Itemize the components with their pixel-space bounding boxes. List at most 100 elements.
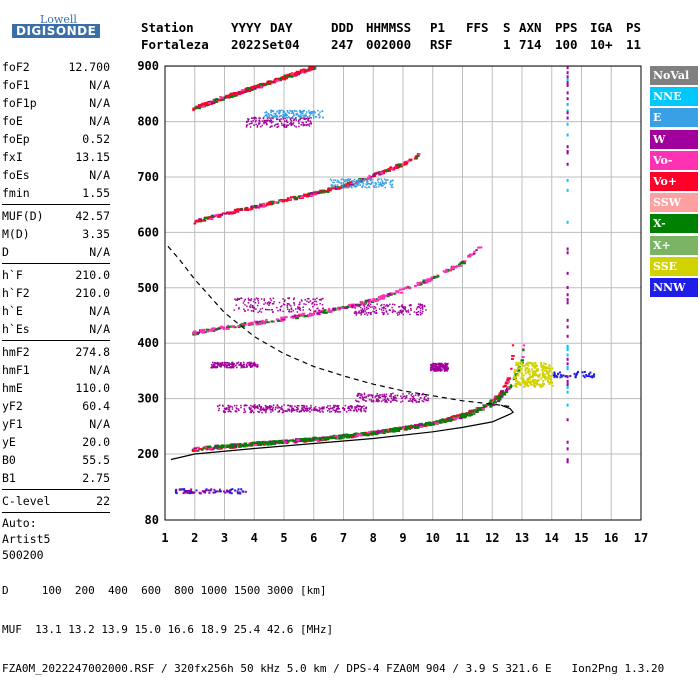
echo-point	[353, 185, 355, 188]
echo-point	[356, 181, 359, 184]
echo-point	[269, 80, 272, 83]
echo-point	[439, 367, 441, 370]
echo-point	[366, 433, 369, 436]
echo-point	[384, 399, 387, 402]
echo-point	[416, 154, 420, 157]
echo-point	[534, 378, 537, 381]
echo-point	[442, 365, 445, 367]
echo-point	[414, 425, 419, 428]
echo-point	[347, 180, 349, 182]
echo-point	[322, 297, 324, 300]
echo-point	[419, 305, 421, 307]
echo-point	[473, 250, 476, 253]
echo-point	[395, 399, 397, 402]
echo-point	[543, 376, 546, 379]
echo-point	[298, 440, 302, 443]
echo-point	[259, 405, 261, 408]
echo-point	[296, 410, 298, 413]
echo-point	[566, 75, 569, 79]
echo-point	[252, 306, 254, 309]
echo-point	[273, 81, 276, 84]
echo-point	[381, 180, 383, 182]
echo-point	[275, 115, 278, 118]
echo-point	[317, 109, 319, 112]
echo-point	[359, 408, 362, 411]
echo-point	[566, 116, 569, 120]
echo-point	[253, 320, 258, 323]
echo-point	[454, 418, 457, 421]
echo-point	[344, 180, 346, 182]
echo-point	[555, 375, 558, 378]
echo-point	[249, 443, 253, 446]
echo-point	[253, 404, 255, 407]
echo-point	[247, 118, 250, 121]
echo-point	[516, 363, 519, 366]
echo-point	[439, 370, 442, 372]
echo-point	[360, 178, 362, 181]
echo-point	[421, 400, 424, 402]
echo-point	[278, 199, 281, 202]
y-tick-label: 200	[137, 447, 159, 461]
echo-point	[296, 407, 299, 409]
echo-point	[201, 105, 206, 108]
echo-point	[241, 325, 246, 328]
echo-point	[321, 408, 324, 410]
echo-point	[226, 362, 229, 364]
echo-point	[542, 362, 545, 365]
echo-point	[430, 365, 433, 367]
echo-point	[377, 394, 380, 397]
echo-point	[360, 394, 362, 397]
echo-point	[253, 362, 256, 365]
echo-point	[319, 439, 322, 442]
echo-point	[494, 397, 498, 400]
echo-point	[430, 368, 432, 371]
echo-point	[229, 443, 233, 446]
ionogram-chart: 1 2 3 4 5 6 7 8 9 10 11 12 13 14 15 16 17802003004005006…	[137, 59, 648, 545]
echo-point	[402, 306, 405, 308]
header-label-6: FFS	[466, 20, 489, 35]
echo-point	[422, 400, 425, 403]
echo-point	[246, 365, 249, 368]
echo-point	[208, 491, 211, 494]
echo-point	[445, 268, 448, 271]
echo-point	[312, 110, 315, 113]
header-label-8: AXN	[519, 20, 542, 35]
echo-point	[184, 489, 187, 492]
echo-point	[314, 191, 317, 194]
echo-point	[367, 395, 370, 397]
echo-point	[438, 365, 440, 368]
echo-point	[380, 294, 383, 297]
echo-point	[285, 120, 288, 123]
echo-point	[271, 302, 274, 305]
echo-point	[268, 116, 271, 119]
echo-point	[301, 407, 303, 410]
echo-point	[549, 375, 552, 378]
echo-point	[416, 282, 420, 285]
echo-point	[315, 408, 317, 410]
echo-point	[289, 196, 294, 199]
echo-point	[305, 408, 308, 410]
echo-point	[227, 96, 232, 99]
echo-point	[253, 405, 255, 408]
echo-point	[542, 366, 545, 369]
echo-point	[198, 448, 203, 451]
echo-point	[475, 407, 480, 410]
echo-point	[379, 394, 381, 396]
echo-point	[281, 441, 285, 444]
echo-point	[354, 184, 357, 187]
echo-point	[308, 67, 313, 70]
echo-point	[284, 316, 288, 319]
echo-point	[494, 395, 497, 398]
echo-point	[269, 405, 271, 408]
echo-point	[249, 366, 252, 368]
echo-point	[345, 436, 350, 439]
echo-point	[547, 374, 550, 377]
echo-point	[392, 309, 394, 311]
echo-point	[237, 408, 240, 410]
echo-point	[495, 395, 499, 398]
echo-point	[534, 365, 537, 368]
echo-point	[297, 313, 301, 316]
echo-point	[202, 447, 206, 450]
echo-point	[385, 182, 387, 184]
echo-point	[347, 409, 350, 412]
